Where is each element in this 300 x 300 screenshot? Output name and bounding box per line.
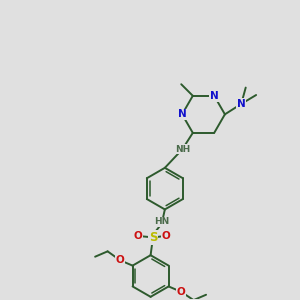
Text: O: O	[133, 231, 142, 241]
Text: N: N	[178, 109, 187, 119]
Text: O: O	[162, 231, 171, 241]
Text: O: O	[177, 287, 185, 297]
Text: NH: NH	[175, 145, 190, 154]
Text: HN: HN	[154, 218, 170, 226]
Text: O: O	[116, 255, 124, 265]
Text: N: N	[237, 99, 246, 109]
Text: S: S	[149, 231, 157, 244]
Text: N: N	[210, 91, 219, 101]
